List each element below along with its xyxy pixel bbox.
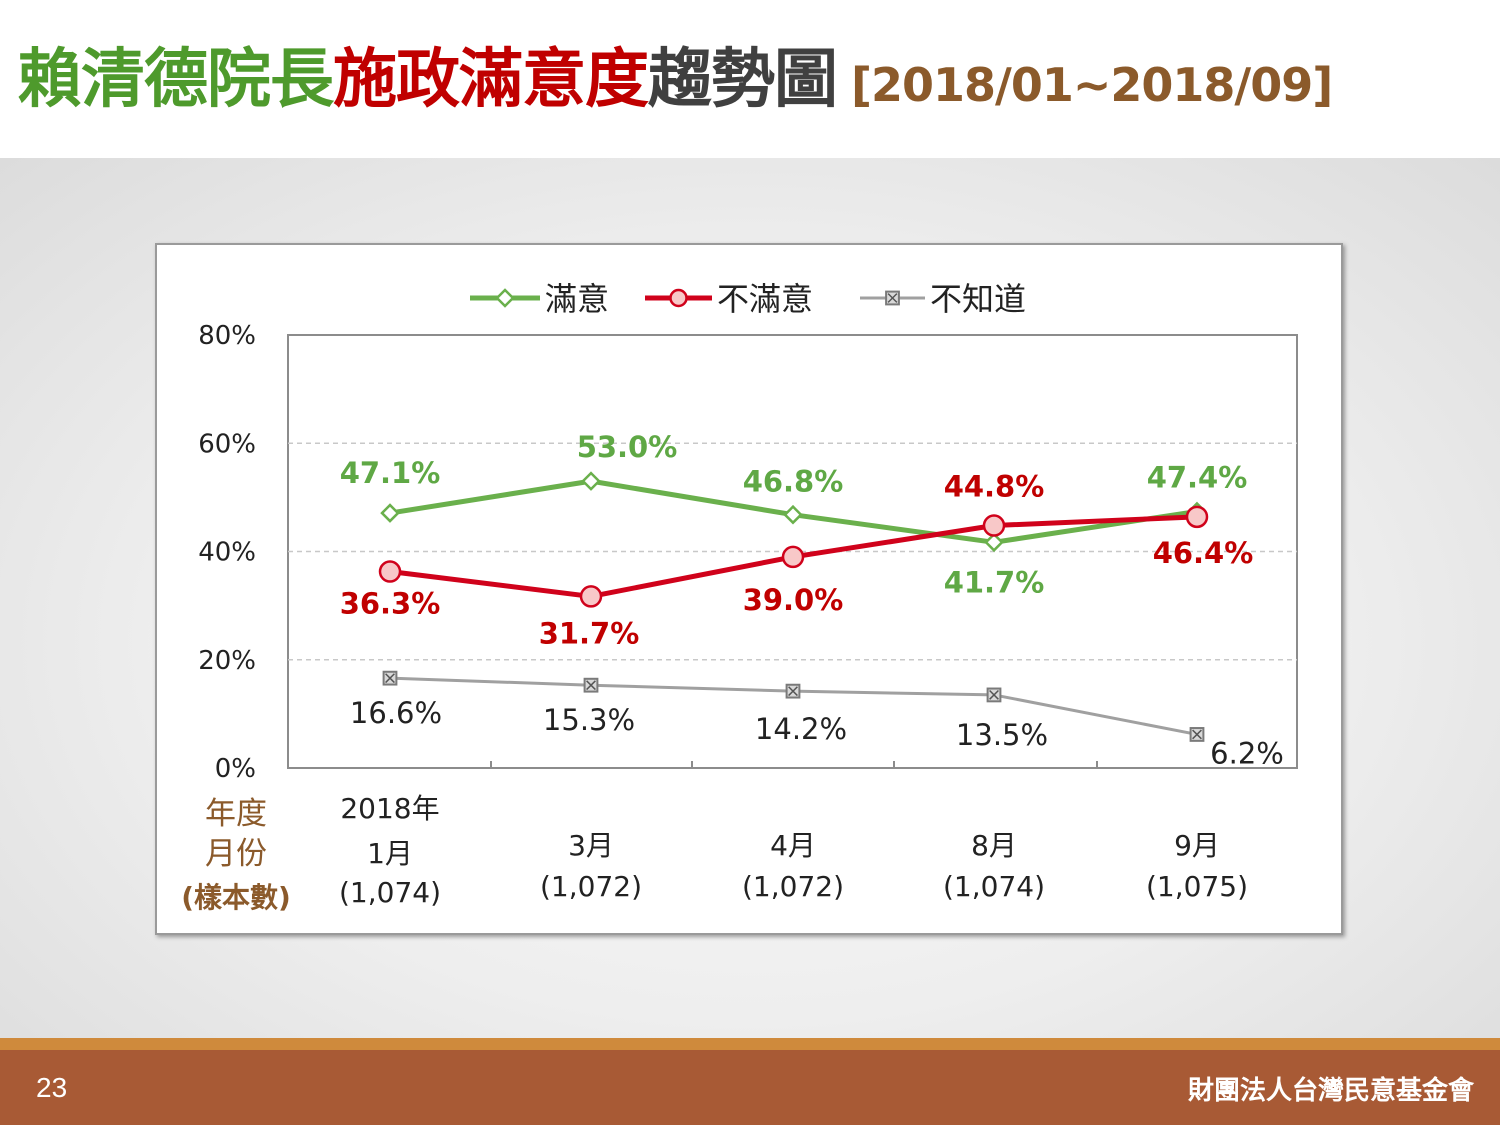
data-point-cross [586, 680, 596, 691]
footer-bar: 23 財團法人台灣民意基金會 [0, 1050, 1500, 1125]
legend-marker-1 [495, 288, 515, 308]
row-header-label: (樣本數) [181, 881, 291, 914]
legend-marker-2 [669, 288, 688, 308]
page-title: 賴清德院長施政滿意度趨勢圖 [2018/01~2018/09] [18, 48, 1333, 112]
data-point-cross [1192, 729, 1202, 740]
row-header-label: 月份 [205, 836, 267, 872]
data-point [581, 471, 601, 491]
x-category-month: 1月 [367, 837, 413, 870]
x-category-sample: (1,072) [742, 870, 844, 903]
title-part-topic: 施政滿意度 [333, 43, 649, 117]
x-category-sample: (1,074) [339, 876, 441, 909]
legend-label-3: 不知道 [930, 280, 1026, 318]
x-category-sample: (1,075) [1146, 870, 1248, 903]
data-point [982, 514, 1006, 537]
legend-marker-3-cross [887, 293, 898, 303]
data-label: 31.7% [539, 616, 640, 650]
line-chart: 80% 60% 40% 20% 0% 滿意 不滿意 不知道 47.1% 53.0% 46.8% 41.… [181, 280, 1298, 914]
page-number: 23 [36, 1072, 68, 1103]
x-category-month: 3月 [568, 829, 614, 862]
data-label: 39.0% [743, 583, 844, 617]
y-tick-label: 60% [198, 429, 256, 459]
data-label: 16.6% [350, 696, 442, 730]
data-point-cross [788, 686, 798, 697]
chart-frame: 80% 60% 40% 20% 0% 滿意 不滿意 不知道 47.1% 53.0% 46.8% 41.… [155, 243, 1343, 935]
title-date-range: [2018/01~2018/09] [851, 58, 1333, 112]
x-category-month: 4月 [770, 829, 816, 862]
data-label: 44.8% [944, 470, 1045, 504]
y-tick-label: 80% [198, 321, 256, 351]
data-point [378, 560, 402, 583]
data-point [1185, 505, 1209, 529]
legend-label-1: 滿意 [545, 280, 609, 318]
title-part-type: 趨勢圖 [648, 43, 838, 117]
data-label: 41.7% [944, 565, 1045, 599]
row-header-label: 年度 [205, 796, 267, 832]
data-point-cross [989, 690, 999, 700]
x-category-year: 2018年 [340, 792, 439, 825]
x-category-month: 9月 [1174, 829, 1220, 862]
footer-accent-line [0, 1038, 1500, 1050]
data-label: 47.4% [1147, 460, 1248, 494]
y-tick-label: 0% [215, 754, 256, 784]
x-category-sample: (1,074) [943, 870, 1045, 903]
title-bar: 賴清德院長施政滿意度趨勢圖 [2018/01~2018/09] [0, 0, 1500, 158]
x-category-month: 8月 [971, 829, 1017, 862]
data-point [781, 545, 805, 569]
data-point [380, 503, 400, 523]
data-label: 14.2% [755, 712, 847, 746]
data-point-cross [385, 673, 395, 684]
x-category-sample: (1,072) [540, 870, 642, 903]
data-label: 53.0% [577, 430, 678, 464]
data-label: 46.4% [1153, 536, 1254, 570]
data-point [783, 504, 803, 525]
data-label: 13.5% [956, 718, 1048, 752]
data-label: 47.1% [340, 456, 441, 490]
data-point [984, 532, 1004, 553]
legend-label-2: 不滿意 [717, 280, 813, 318]
organization-name: 財團法人台灣民意基金會 [1187, 1076, 1474, 1106]
data-label: 46.8% [743, 465, 844, 499]
y-tick-label: 20% [198, 646, 256, 676]
y-tick-label: 40% [198, 538, 256, 568]
data-label: 6.2% [1210, 736, 1284, 770]
data-label: 36.3% [340, 587, 441, 621]
title-part-name: 賴清德院長 [18, 43, 334, 117]
data-label: 15.3% [543, 703, 635, 737]
data-point [579, 585, 603, 608]
